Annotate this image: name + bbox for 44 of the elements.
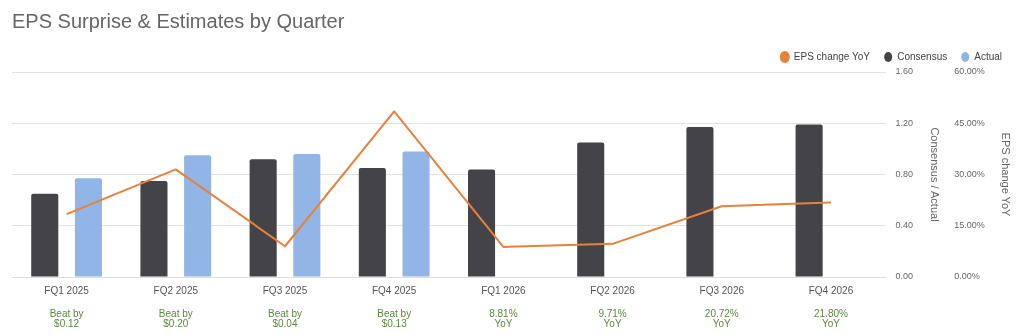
bar: [249, 159, 277, 277]
y-tick-label: 0.00: [895, 271, 914, 282]
y2-tick-label: 0.00%: [954, 271, 980, 282]
text: 9.71% YoY: [598, 307, 627, 329]
x-tick-label: FQ2 2026: [590, 284, 636, 296]
x-tick-label: FQ1 2026: [481, 284, 527, 296]
x-tick-label: FQ2 2025: [153, 284, 199, 296]
bar: [74, 178, 102, 277]
text: Beat by $0.04: [268, 307, 302, 329]
bar: [293, 154, 321, 277]
x-tick-label: FQ3 2026: [699, 284, 745, 296]
legend-label: EPS change YoY: [793, 50, 871, 62]
y2-axis-title: EPS change YoY: [1000, 132, 1013, 218]
y2-tick-label: 60.00%: [954, 66, 985, 77]
x-tick-label: FQ4 2026: [808, 284, 854, 296]
chart-title: EPS Surprise & Estimates by Quarter: [12, 9, 345, 32]
legend-label: Actual: [974, 50, 1002, 62]
bar: [402, 151, 430, 277]
x-tick-label: FQ3 2025: [262, 284, 308, 296]
text: 8.81% YoY: [489, 307, 518, 329]
text: Beat by $0.12: [49, 307, 84, 329]
text: Beat by $0.20: [158, 307, 193, 329]
bar: [358, 168, 386, 277]
text: Beat by $0.13: [377, 307, 412, 329]
text: 21.80% YoY: [814, 307, 849, 329]
y-tick-label: 0.80: [895, 168, 914, 179]
y2-tick-label: 45.00%: [954, 117, 985, 128]
y2-tick-label: 15.00%: [954, 220, 985, 231]
bar: [184, 155, 212, 277]
bar: [577, 142, 605, 277]
legend-label: Consensus: [897, 50, 948, 62]
x-tick-label: FQ1 2025: [44, 284, 90, 296]
y-tick-label: 1.60: [895, 66, 914, 77]
bar: [140, 180, 168, 277]
bar: [795, 124, 823, 277]
y-tick-label: 0.40: [895, 220, 914, 231]
x-tick-label: FQ4 2025: [371, 284, 417, 296]
y-tick-label: 1.20: [895, 117, 914, 128]
text: 20.72% YoY: [704, 307, 739, 329]
y-axis-title: Consensus / Actual: [928, 127, 941, 222]
bar: [31, 193, 59, 277]
y2-tick-label: 30.00%: [954, 168, 985, 179]
bar: [468, 169, 496, 277]
bar: [686, 127, 714, 277]
